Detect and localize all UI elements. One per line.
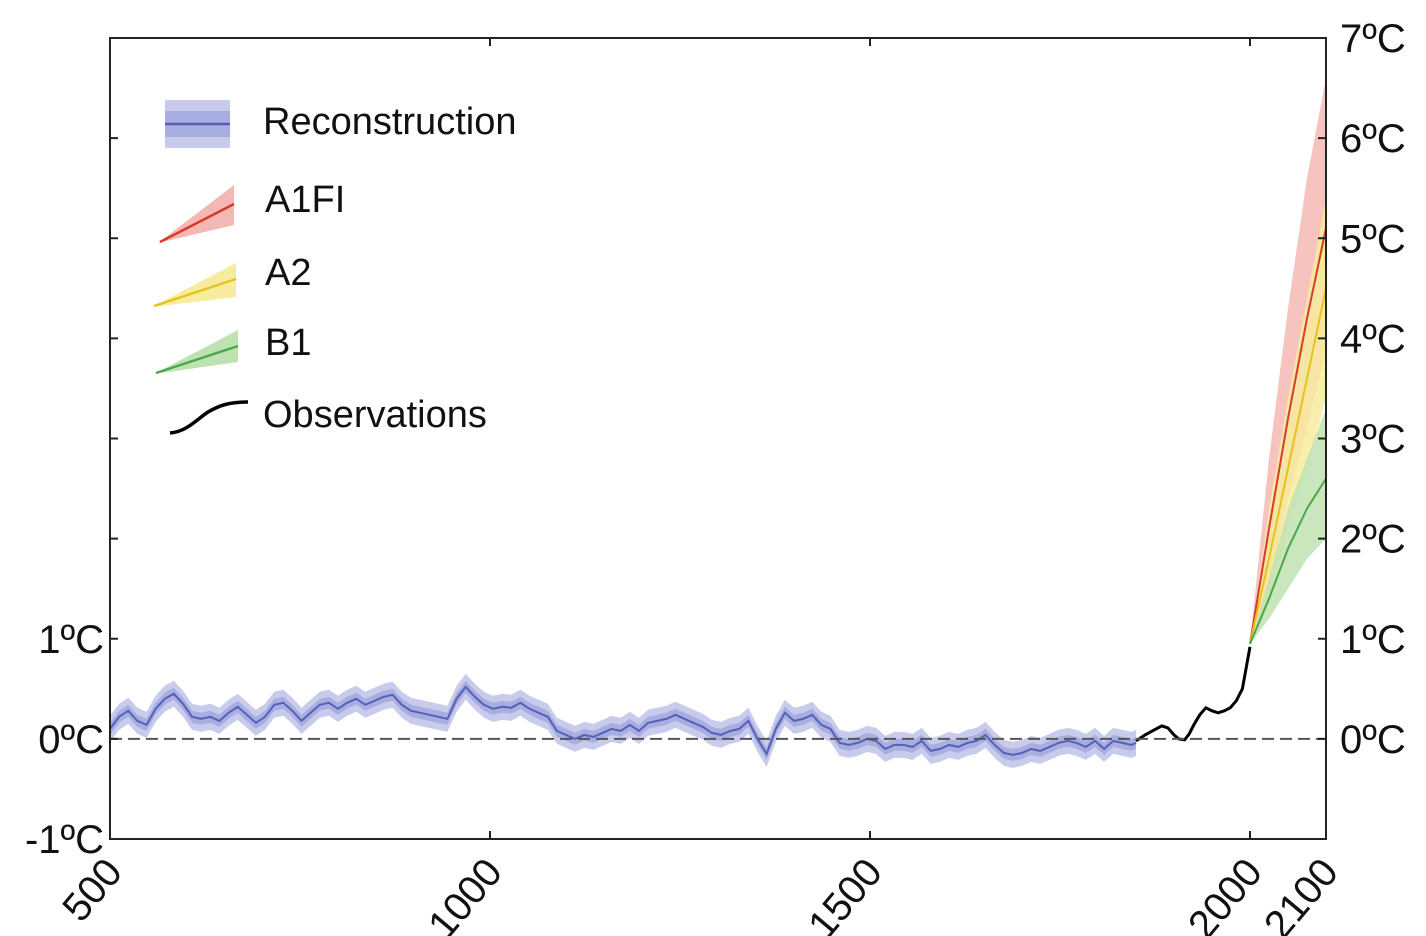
legend-label-a2: A2 bbox=[265, 252, 311, 294]
legend: Reconstruction A1FI A2 B1 Observations bbox=[152, 100, 516, 436]
legend-item-a2: A2 bbox=[152, 252, 311, 308]
legend-swatch-a1fi-band bbox=[158, 185, 234, 243]
legend-item-b1: B1 bbox=[154, 322, 311, 375]
reconstruction-line bbox=[109, 685, 1137, 757]
legend-label-a1fi: A1FI bbox=[265, 179, 345, 221]
y-left-tick-label: 0ºC bbox=[38, 718, 104, 762]
y-left-tick-label: -1ºC bbox=[25, 818, 104, 862]
y-right-tick-label: 0ºC bbox=[1340, 718, 1406, 762]
y-right-tick-label: 3ºC bbox=[1340, 418, 1406, 462]
x-tick-label: 1500 bbox=[800, 851, 891, 936]
y-right-tick-label: 2ºC bbox=[1340, 518, 1406, 562]
x-tick-label: 1000 bbox=[420, 851, 511, 936]
y-right-tick-label: 5ºC bbox=[1340, 217, 1406, 261]
legend-label-observations: Observations bbox=[263, 394, 487, 436]
y-right-tick-label: 1ºC bbox=[1340, 618, 1406, 662]
a2-line bbox=[1249, 288, 1327, 645]
legend-swatch-b1-line bbox=[155, 344, 239, 375]
a1fi-line bbox=[1249, 227, 1327, 644]
legend-swatch-observations-line bbox=[169, 400, 249, 435]
x-tick-label: 2100 bbox=[1256, 851, 1347, 936]
legend-item-reconstruction: Reconstruction bbox=[165, 100, 516, 148]
legend-label-reconstruction: Reconstruction bbox=[263, 101, 516, 143]
y-right-tick-label: 4ºC bbox=[1340, 317, 1406, 361]
series-lines bbox=[109, 227, 1327, 757]
x-tick-label: 2000 bbox=[1180, 851, 1271, 936]
a1fi-band bbox=[1250, 78, 1326, 644]
legend-swatch-a1fi-line bbox=[159, 202, 235, 244]
legend-item-observations: Observations bbox=[169, 394, 487, 436]
reconstruction-inner-band bbox=[110, 680, 1136, 761]
y-right-tick-label: 6ºC bbox=[1340, 117, 1406, 161]
observations-line bbox=[1135, 646, 1252, 743]
y-right-tick-label: 7ºC bbox=[1340, 17, 1406, 61]
legend-swatch-a2-band bbox=[152, 263, 236, 307]
b1-band bbox=[1250, 408, 1326, 644]
b1-line bbox=[1249, 478, 1327, 645]
legend-label-b1: B1 bbox=[265, 322, 311, 364]
y-left-tick-label: 1ºC bbox=[38, 618, 104, 662]
legend-swatch-a2-line bbox=[153, 277, 237, 308]
legend-swatch-b1-band bbox=[154, 330, 238, 374]
legend-item-a1fi: A1FI bbox=[158, 179, 345, 244]
x-tick-label: 500 bbox=[54, 851, 131, 930]
